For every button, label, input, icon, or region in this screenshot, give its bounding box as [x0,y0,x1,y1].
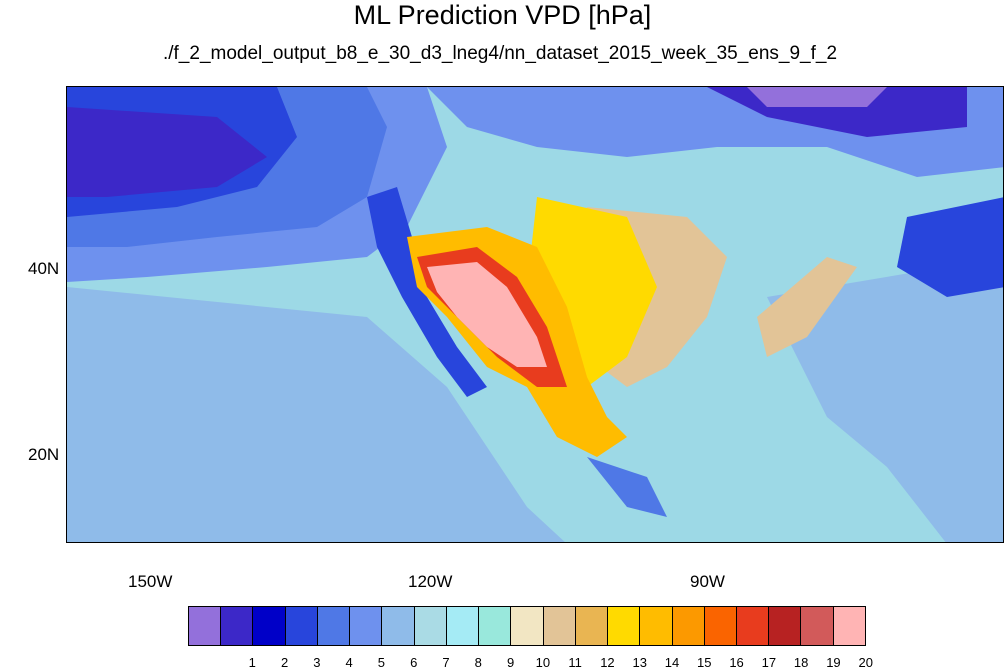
field-mexico [527,387,627,457]
colorbar-label: 6 [410,655,418,670]
colorbar-label: 11 [568,655,582,670]
colorbar-label: 9 [506,655,515,670]
colorbar-label: 14 [664,655,680,670]
colorbar-box [382,607,415,645]
colorbar-box [801,607,834,645]
field-southwest-max [427,262,547,367]
field-central-america [587,457,667,517]
colorbar-box [253,607,286,645]
colorbar-box [414,607,447,645]
lon-label-120w: 120W [408,572,453,591]
colorbar-label: 4 [345,655,353,670]
colorbar-box [769,607,802,645]
lon-label-90w: 90W [690,572,725,591]
vpd-map [66,86,1004,543]
colorbar-box [575,607,609,645]
colorbar-box [511,607,544,645]
lon-label-150w: 150W [128,572,173,591]
field-atlantic [767,257,1003,542]
field-pacific-deep [67,107,267,197]
vpd-contour-field [67,87,1003,542]
colorbar-box [736,607,770,645]
lat-label-20n: 20N [28,445,60,464]
colorbar-label: 10 [535,655,551,670]
colorbar-label: 5 [377,655,386,670]
colorbar-label: 12 [600,655,615,670]
colorbar-box [350,607,383,645]
colorbar-box [608,607,641,645]
colorbar-label: 8 [474,655,482,670]
colorbar [188,606,866,646]
field-northeast [897,197,1003,297]
field-southeast-tan [757,257,857,357]
colorbar-box [704,607,737,645]
colorbar-box [189,607,222,645]
colorbar-label: 7 [442,655,450,670]
colorbar-box [672,607,705,645]
field-pacific-south [67,287,565,542]
colorbar-box [446,607,480,645]
colorbar-label: 2 [280,655,289,670]
field-west-coast-band [367,187,487,397]
colorbar-label: 18 [793,655,809,670]
lat-label-40n: 40N [28,259,60,278]
colorbar-box [479,607,512,645]
colorbar-box [285,607,318,645]
colorbar-label: 20 [858,655,873,670]
colorbar-box [221,607,254,645]
map-title: ML Prediction VPD [hPa] [353,0,652,30]
colorbar-label: 1 [248,655,256,670]
colorbar-box [317,607,351,645]
colorbar-label: 16 [729,655,744,670]
colorbar-box [543,607,576,645]
colorbar-label: 19 [826,655,841,670]
field-canada-minimum [747,87,887,107]
colorbar-label: 15 [697,655,712,670]
map-subtitle: ./f_2_model_output_b8_e_30_d3_lneg4/nn_d… [162,43,838,64]
colorbar-label: 13 [632,655,647,670]
colorbar-label: 3 [313,655,321,670]
colorbar-box [640,607,673,645]
colorbar-label: 17 [761,655,777,670]
colorbar-box [833,607,865,645]
